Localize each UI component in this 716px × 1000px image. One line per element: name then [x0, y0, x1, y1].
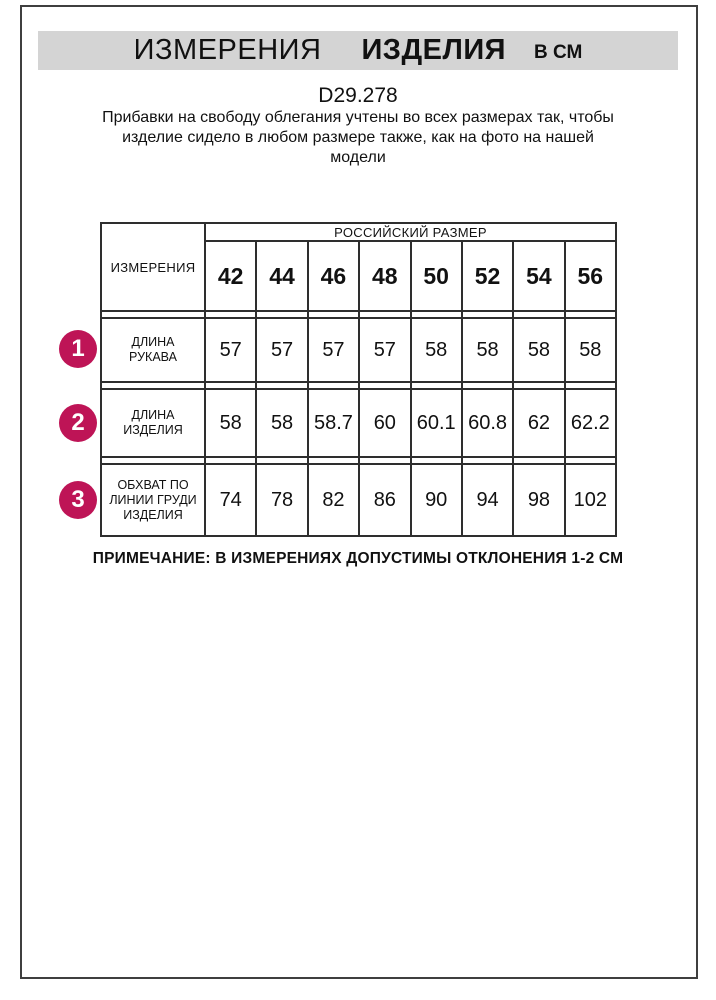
row-number-badge-2: 2: [59, 404, 97, 442]
size-value-cell: 58: [203, 388, 258, 458]
row-label: ОБХВАТ ПО ЛИНИИ ГРУДИ ИЗДЕЛИЯ: [100, 463, 206, 537]
table-row-chest-girth: ОБХВАТ ПО ЛИНИИ ГРУДИ ИЗДЕЛИЯ 74 78 82 8…: [100, 463, 618, 537]
spacer-cell: [358, 382, 412, 389]
russian-size-group-header: РОССИЙСКИЙ РАЗМЕР: [204, 222, 617, 242]
table-row-item-length: ДЛИНА ИЗДЕЛИЯ 58 58 58.7 60 60.1 60.8 62…: [100, 388, 618, 458]
spacer-cell: [203, 382, 258, 389]
corner-header-cell: ИЗМЕРЕНИЯ: [100, 222, 206, 312]
size-value-cell: 57: [358, 317, 412, 383]
size-value-cell: 60: [358, 388, 412, 458]
table-row-spacer: [100, 457, 618, 464]
title-product-word: ИЗДЕЛИЯ: [361, 34, 507, 66]
size-value-cell: 60.8: [460, 388, 515, 458]
spacer-cell: [512, 382, 566, 389]
size-value-cell: 82: [306, 463, 361, 537]
size-value-cell: 86: [358, 463, 412, 537]
spacer-cell: [563, 311, 618, 318]
row-label: ДЛИНА РУКАВА: [100, 317, 206, 383]
spacer-cell: [306, 311, 361, 318]
size-value-cell: 60.1: [409, 388, 463, 458]
size-value-cell: 102: [563, 463, 618, 537]
size-header-50: 50: [409, 240, 463, 312]
size-header-54: 54: [512, 240, 566, 312]
spacer-cell: [409, 457, 463, 464]
spacer-cell: [203, 311, 258, 318]
spacer-cell: [512, 311, 566, 318]
row-label: ДЛИНА ИЗДЕЛИЯ: [100, 388, 206, 458]
size-value-cell: 57: [255, 317, 309, 383]
spacer-cell: [306, 457, 361, 464]
table-row-spacer: [100, 382, 618, 389]
spacer-cell: [255, 311, 309, 318]
size-header-46: 46: [306, 240, 361, 312]
spacer-cell: [100, 457, 206, 464]
row-number-badge-1: 1: [59, 330, 97, 368]
spacer-cell: [563, 382, 618, 389]
size-value-cell: 98: [512, 463, 566, 537]
size-header-44: 44: [255, 240, 309, 312]
spacer-cell: [358, 311, 412, 318]
size-value-cell: 78: [255, 463, 309, 537]
size-value-cell: 58: [255, 388, 309, 458]
size-table-wrap: ИЗМЕРЕНИЯ РОССИЙСКИЙ РАЗМЕР 42 44 46 48 …: [100, 222, 618, 537]
spacer-cell: [100, 382, 206, 389]
size-header-42: 42: [203, 240, 258, 312]
title-measurements: ИЗМЕРЕНИЯ: [133, 34, 322, 66]
size-value-cell: 57: [306, 317, 361, 383]
group-header-row: ИЗМЕРЕНИЯ РОССИЙСКИЙ РАЗМЕР: [100, 222, 617, 312]
size-header-row: 42 44 46 48 50 52 54 56: [101, 240, 618, 312]
table-row-spacer: [100, 311, 618, 318]
size-value-cell: 58: [512, 317, 566, 383]
spacer-cell: [512, 457, 566, 464]
size-value-cell: 94: [460, 463, 515, 537]
spacer-cell: [358, 457, 412, 464]
spacer-cell: [306, 382, 361, 389]
title-band: ИЗМЕРЕНИЯ ИЗДЕЛИЯ В СМ: [38, 31, 678, 70]
title-units: В СМ: [534, 41, 583, 63]
product-code: D29.278: [318, 84, 398, 107]
fit-description-line: Прибавки на свободу облегания учтены во …: [102, 109, 614, 126]
spacer-cell: [203, 457, 258, 464]
spacer-cell: [409, 311, 463, 318]
spacer-cell: [409, 382, 463, 389]
size-value-cell: 58.7: [306, 388, 361, 458]
tolerance-note: ПРИМЕЧАНИЕ: В ИЗМЕРЕНИЯХ ДОПУСТИМЫ ОТКЛО…: [92, 550, 624, 567]
size-header-56: 56: [563, 240, 618, 312]
fit-description-line: модели: [330, 149, 386, 166]
size-value-cell: 90: [409, 463, 463, 537]
spacer-cell: [563, 457, 618, 464]
spacer-cell: [460, 457, 515, 464]
size-header-52: 52: [460, 240, 515, 312]
size-value-cell: 74: [203, 463, 258, 537]
spacer-cell: [460, 382, 515, 389]
size-value-cell: 58: [409, 317, 463, 383]
row-number-badge-3: 3: [59, 481, 97, 519]
size-header-48: 48: [358, 240, 412, 312]
size-value-cell: 58: [460, 317, 515, 383]
spacer-cell: [255, 457, 309, 464]
size-value-cell: 62: [512, 388, 566, 458]
spacer-cell: [100, 311, 206, 318]
size-table: ИЗМЕРЕНИЯ РОССИЙСКИЙ РАЗМЕР 42 44 46 48 …: [100, 222, 618, 537]
size-value-cell: 57: [203, 317, 258, 383]
spacer-cell: [255, 382, 309, 389]
spacer-cell: [460, 311, 515, 318]
size-value-cell: 62.2: [563, 388, 618, 458]
fit-description-line: изделие сидело в любом размере также, ка…: [122, 129, 594, 146]
fit-description: Прибавки на свободу облегания учтены во …: [0, 108, 716, 168]
table-row-sleeve-length: ДЛИНА РУКАВА 57 57 57 57 58 58 58 58: [100, 317, 618, 383]
size-value-cell: 58: [563, 317, 618, 383]
